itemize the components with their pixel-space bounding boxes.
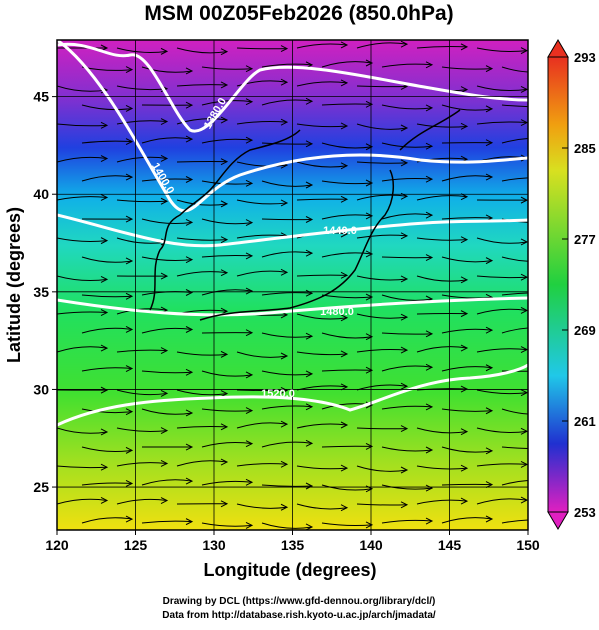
colorbar-tick-label: 277 [574, 232, 596, 247]
plot-area [57, 40, 552, 530]
contour-label: 1440.0 [323, 225, 357, 237]
y-tick-label: 30 [33, 381, 49, 397]
credit: Data from http://database.rish.kyoto-u.a… [162, 610, 436, 621]
colorbar-tick-label: 253 [574, 505, 596, 520]
colorbar-body [548, 57, 568, 512]
y-tick-label: 45 [33, 89, 49, 105]
colorbar-max-arrow [548, 40, 568, 57]
x-tick-label: 125 [124, 537, 148, 553]
y-axis: 25 30 35 40 45 [33, 89, 57, 495]
colorbar-tick-label: 285 [574, 141, 596, 156]
streamline [357, 86, 407, 87]
x-tick-label: 145 [438, 537, 462, 553]
y-tick-label: 25 [33, 479, 49, 495]
colorbar: 253 261 269 277 285 293 [548, 40, 596, 529]
colorbar-tick-label: 269 [574, 323, 596, 338]
contour-label: 1520.0 [261, 388, 295, 400]
credit: Drawing by DCL (https://www.gfd-dennou.o… [163, 596, 436, 607]
colorbar-tick-label: 261 [574, 414, 596, 429]
contour-label: 1480.0 [320, 306, 354, 318]
x-tick-label: 130 [202, 537, 226, 553]
colorbar-tick-label: 293 [574, 50, 596, 65]
x-tick-label: 150 [516, 537, 540, 553]
x-axis-label: Longitude (degrees) [203, 560, 376, 580]
y-tick-label: 35 [33, 284, 49, 300]
y-axis-label: Latitude (degrees) [4, 207, 24, 363]
colorbar-min-arrow [548, 512, 568, 529]
x-tick-label: 135 [281, 537, 305, 553]
x-axis: 120 125 130 135 140 145 150 [45, 530, 540, 553]
y-tick-label: 40 [33, 186, 49, 202]
stream-arrow [546, 518, 552, 524]
x-tick-label: 140 [359, 537, 383, 553]
x-tick-label: 120 [45, 537, 69, 553]
title: MSM 00Z05Feb2026 (850.0hPa) [144, 2, 453, 25]
